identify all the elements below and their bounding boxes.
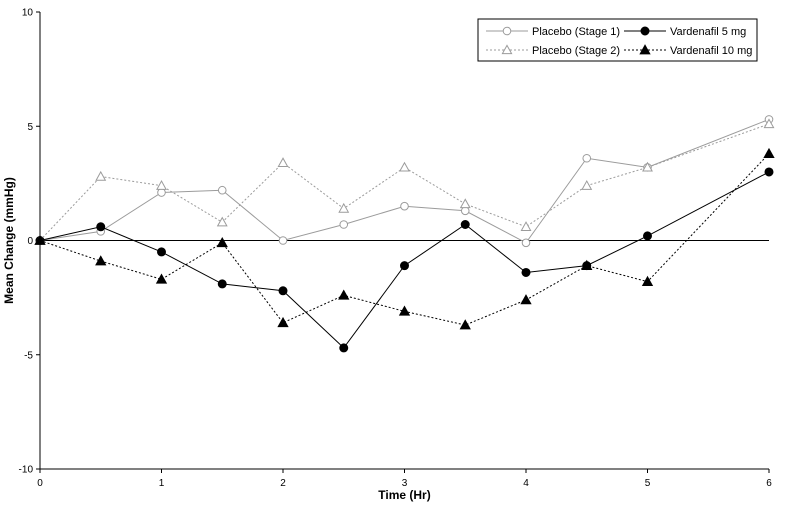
legend-swatch-marker [639, 44, 651, 55]
data-point [521, 267, 531, 277]
data-point [520, 294, 532, 305]
legend-item: Placebo (Stage 2) [486, 44, 620, 57]
data-point [339, 220, 349, 229]
y-axis-title: Mean Change (mmHg) [2, 177, 16, 304]
data-point [34, 234, 46, 245]
data-point [763, 147, 775, 159]
series-line [39, 171, 770, 349]
x-tick-label: 6 [766, 478, 772, 489]
data-point [763, 118, 775, 129]
data-point [400, 201, 409, 211]
x-tick-label: 3 [402, 478, 408, 489]
y-tick-label: -5 [24, 350, 33, 361]
x-tick-label: 4 [523, 478, 529, 489]
data-point [157, 247, 166, 257]
x-tick-label: 0 [37, 478, 43, 489]
legend-label: Placebo (Stage 1) [532, 26, 620, 38]
legend-box [477, 18, 758, 62]
series-4 [34, 147, 775, 330]
x-tick-label: 1 [159, 478, 165, 489]
axes: -10 -5 0 5 10 0 1 2 3 4 5 6 [19, 8, 773, 490]
data-point [155, 273, 168, 284]
data-point [338, 289, 350, 300]
data-point [641, 275, 654, 286]
data-point [95, 255, 107, 266]
data-point [157, 188, 166, 197]
legend-label: Placebo (Stage 2) [532, 45, 620, 57]
data-point [520, 221, 532, 231]
series-1 [35, 115, 774, 248]
data-point [217, 185, 227, 195]
data-point [582, 153, 592, 163]
data-point [460, 220, 470, 230]
legend: Placebo (Stage 1) Vardenafil 5 mg Placebo … [477, 18, 758, 62]
data-point [399, 161, 410, 172]
legend-label: Vardenafil 5 mg [670, 26, 746, 38]
data-point [339, 343, 349, 353]
data-point [338, 202, 350, 213]
series-line [39, 118, 770, 244]
legend-item: Vardenafil 10 mg [624, 44, 752, 57]
series-layer [34, 115, 775, 353]
x-tick-label: 2 [280, 478, 286, 489]
series-3 [34, 118, 775, 245]
data-point [277, 316, 289, 328]
series-line [39, 153, 770, 326]
data-point [216, 236, 228, 248]
y-tick-label: 10 [22, 8, 34, 19]
x-axis-title: Time (Hr) [378, 488, 430, 502]
data-point [95, 170, 107, 181]
data-point [581, 259, 593, 270]
legend-swatch-marker [640, 26, 650, 36]
data-point [642, 161, 653, 172]
data-point [96, 222, 106, 232]
legend-swatch-marker [501, 44, 513, 55]
data-point [459, 319, 471, 330]
y-tick-label: 0 [27, 236, 33, 247]
legend-swatch-marker [502, 26, 512, 36]
legend-label: Vardenafil 10 mg [670, 45, 752, 57]
data-point [278, 236, 288, 245]
legend-item: Placebo (Stage 1) [486, 26, 620, 38]
data-point [398, 305, 411, 316]
legend-item: Vardenafil 5 mg [624, 26, 746, 38]
data-point [217, 279, 227, 289]
data-point [216, 216, 228, 227]
data-point [277, 157, 289, 167]
data-point [643, 231, 652, 241]
data-point [460, 206, 470, 216]
data-point [581, 180, 593, 190]
y-tick-label: -10 [19, 465, 34, 476]
data-point [764, 167, 774, 177]
series-line [39, 123, 770, 241]
data-point [459, 198, 471, 209]
y-tick-label: 5 [27, 122, 33, 133]
series-2 [35, 167, 774, 353]
x-tick-label: 5 [645, 478, 651, 489]
data-point [278, 286, 288, 296]
data-point [521, 238, 531, 248]
data-point [156, 180, 167, 190]
data-point [400, 261, 409, 271]
